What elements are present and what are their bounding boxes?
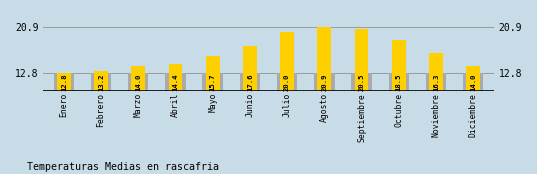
Bar (426, 73, 446, 92)
Bar (94, 70, 108, 92)
Bar (314, 73, 335, 92)
Bar (351, 73, 372, 92)
Bar (243, 46, 257, 92)
Text: 13.2: 13.2 (98, 73, 104, 91)
Text: 14.4: 14.4 (172, 73, 178, 91)
Bar (91, 73, 111, 92)
Text: 20.9: 20.9 (321, 73, 328, 91)
Bar (466, 66, 480, 92)
Bar (169, 64, 183, 92)
Bar (388, 73, 409, 92)
Bar (429, 53, 443, 92)
Text: 16.3: 16.3 (433, 73, 439, 91)
Bar (277, 73, 297, 92)
Bar (354, 29, 368, 92)
Bar (280, 32, 294, 92)
Text: 17.6: 17.6 (247, 73, 253, 91)
Bar (57, 73, 71, 92)
Text: 18.5: 18.5 (396, 73, 402, 91)
Bar (240, 73, 260, 92)
Text: 20.5: 20.5 (359, 73, 365, 91)
Bar (392, 41, 406, 92)
Bar (128, 73, 149, 92)
Bar (206, 56, 220, 92)
Bar (165, 73, 186, 92)
Bar (202, 73, 223, 92)
Text: Temperaturas Medias en rascafria: Temperaturas Medias en rascafria (27, 162, 219, 172)
Bar (54, 73, 74, 92)
Text: 20.0: 20.0 (284, 73, 290, 91)
Bar (317, 27, 331, 92)
Text: 12.8: 12.8 (61, 73, 67, 91)
Text: 15.7: 15.7 (209, 73, 216, 91)
Text: 14.0: 14.0 (470, 73, 476, 91)
Text: 14.0: 14.0 (135, 73, 141, 91)
Bar (131, 66, 145, 92)
Bar (463, 73, 483, 92)
